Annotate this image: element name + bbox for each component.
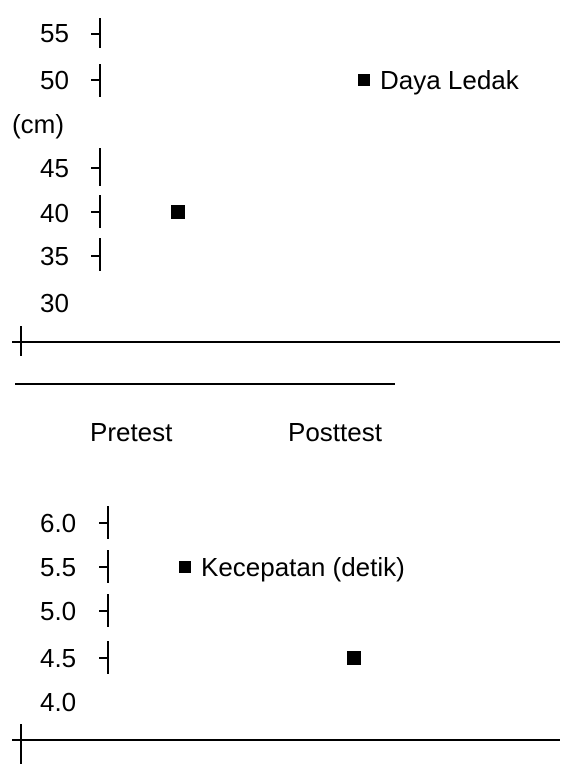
y-axis-segment — [107, 594, 109, 627]
x-axis-line — [22, 341, 560, 343]
y-tick-label: 4.0 — [40, 687, 77, 717]
y-tick — [99, 610, 107, 612]
legend-marker-icon — [358, 74, 370, 87]
x-axis-underline — [15, 383, 395, 385]
x-axis-end-tick — [20, 724, 22, 764]
y-tick-label: 5.5 — [40, 552, 77, 582]
y-tick — [91, 33, 99, 35]
y-axis-segment — [99, 238, 101, 271]
y-tick-label: 45 — [40, 153, 69, 183]
y-axis-segment — [107, 506, 109, 539]
y-tick — [91, 167, 99, 169]
x-axis-tick — [12, 739, 20, 741]
y-axis-label: (cm) — [12, 109, 64, 139]
x-tick-label: Pretest — [90, 417, 173, 447]
y-axis-segment — [99, 64, 101, 97]
legend-label: Daya Ledak — [380, 65, 519, 95]
y-axis-segment — [99, 18, 101, 48]
data-point-pretest — [171, 205, 185, 219]
y-axis-segment — [99, 148, 101, 186]
y-axis-segment — [99, 195, 101, 228]
data-point-posttest — [347, 651, 361, 665]
y-tick — [99, 657, 107, 659]
x-tick-label: Posttest — [288, 417, 382, 447]
x-axis-end-tick — [20, 326, 22, 356]
x-axis-line — [22, 739, 560, 741]
legend-marker-icon — [179, 561, 191, 574]
y-tick-label: 4.5 — [40, 643, 77, 673]
y-tick-label: 6.0 — [40, 508, 77, 538]
y-tick-label: 40 — [40, 198, 69, 228]
y-tick — [91, 255, 99, 257]
x-axis-tick — [12, 341, 20, 343]
y-tick-label: 55 — [40, 18, 69, 48]
y-tick — [91, 79, 99, 81]
legend-daya-ledak: Daya Ledak — [358, 67, 519, 93]
y-axis-segment — [107, 550, 109, 583]
y-tick-label: 5.0 — [40, 596, 77, 626]
legend-label: Kecepatan (detik) — [201, 552, 405, 582]
y-tick — [99, 522, 107, 524]
y-tick-label: 50 — [40, 65, 69, 95]
y-tick-label: 30 — [40, 288, 69, 318]
y-axis-segment — [107, 641, 109, 674]
y-tick-label: 35 — [40, 241, 69, 271]
legend-kecepatan: Kecepatan (detik) — [179, 554, 405, 580]
y-tick — [99, 566, 107, 568]
y-tick — [91, 211, 99, 213]
